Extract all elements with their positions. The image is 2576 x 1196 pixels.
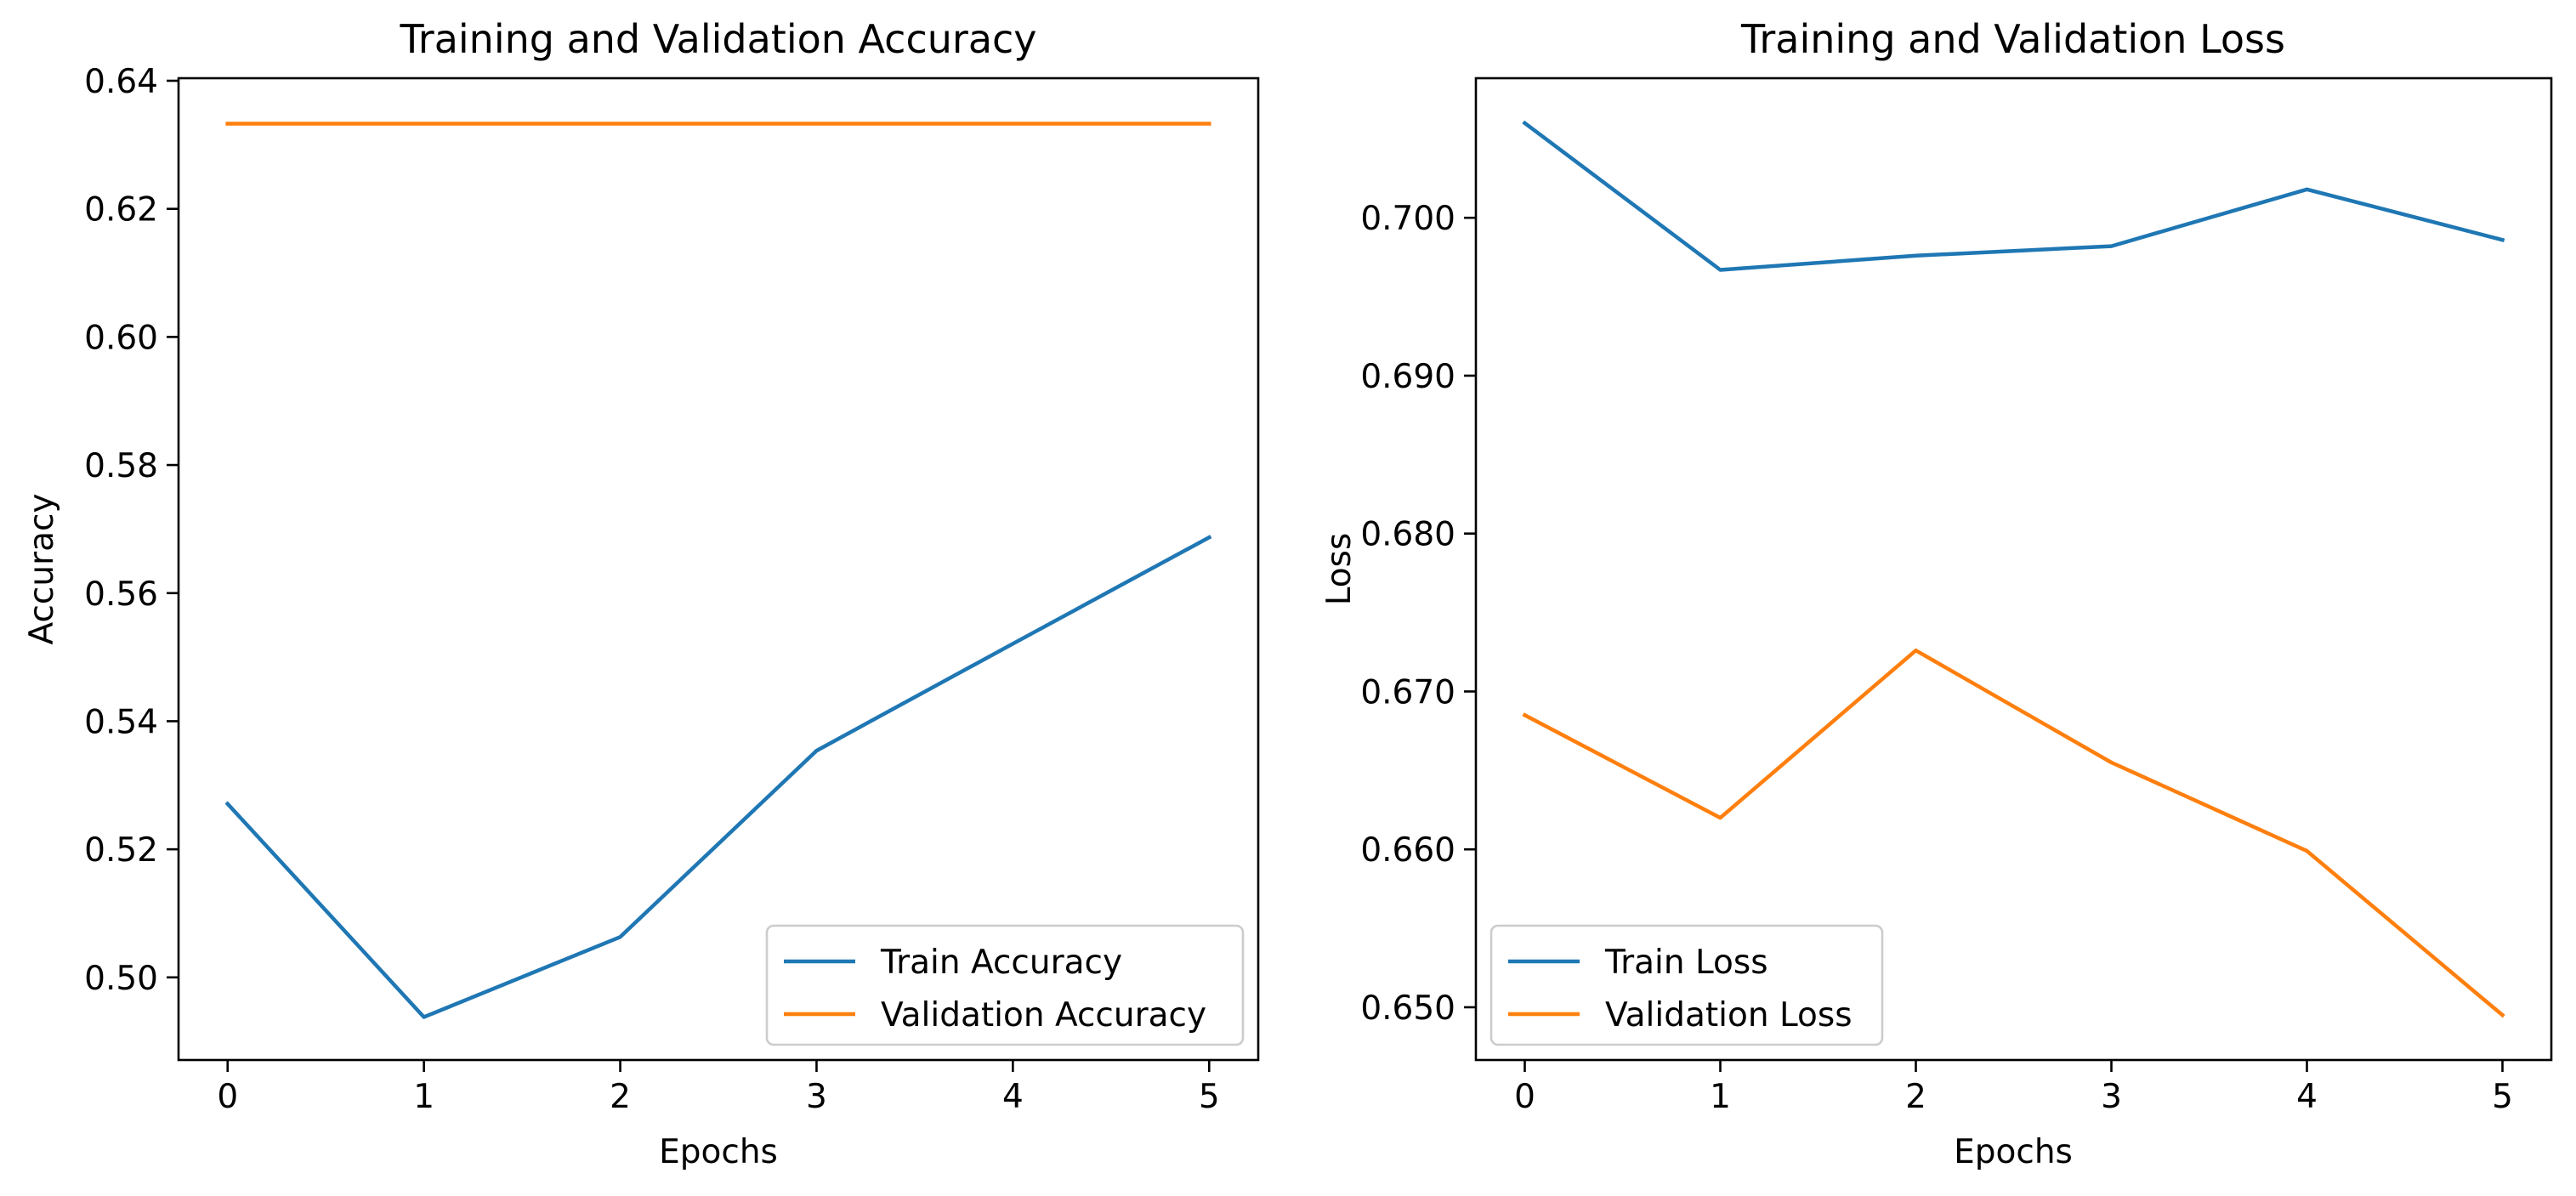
accuracy-y-tick-label: 0.60 — [84, 319, 158, 357]
loss-y-ticks: 0.650 0.660 0.670 0.680 0.690 0.700 — [1360, 200, 1476, 1028]
loss-x-tick-label: 2 — [1905, 1078, 1926, 1116]
loss-legend: Train Loss Validation Loss — [1489, 924, 1884, 1046]
accuracy-chart-title: Training and Validation Accuracy — [399, 16, 1036, 62]
loss-chart: Training and Validation Loss 0 1 2 3 4 5 0.65… — [1320, 16, 2553, 1171]
accuracy-x-ticks: 0 1 2 3 4 5 — [217, 1060, 1220, 1116]
loss-x-axis-label: Epochs — [1954, 1133, 2073, 1171]
loss-legend-label: Validation Loss — [1605, 996, 1853, 1034]
accuracy-x-tick-label: 5 — [1199, 1078, 1220, 1116]
accuracy-legend-label: Train Accuracy — [880, 944, 1122, 982]
loss-x-tick-label: 5 — [2492, 1078, 2513, 1116]
accuracy-x-tick-label: 3 — [806, 1078, 827, 1116]
loss-legend-frame — [1489, 924, 1884, 1046]
loss-series-validation-line — [1522, 648, 2505, 1018]
loss-y-axis-label: Loss — [1320, 533, 1359, 606]
loss-legend-label: Train Loss — [1604, 944, 1768, 982]
loss-series-layer — [1522, 120, 2505, 1018]
accuracy-y-ticks: 0.50 0.52 0.54 0.56 0.58 0.60 0.62 0.64 — [84, 63, 179, 998]
accuracy-y-tick-label: 0.56 — [84, 575, 158, 614]
accuracy-y-tick-label: 0.62 — [84, 191, 158, 230]
loss-x-tick-label: 3 — [2101, 1078, 2122, 1116]
accuracy-legend: Train Accuracy Validation Accuracy — [765, 924, 1245, 1046]
accuracy-legend-label: Validation Accuracy — [881, 996, 1206, 1034]
loss-y-tick-label: 0.660 — [1360, 831, 1455, 870]
accuracy-x-tick-label: 1 — [413, 1078, 434, 1116]
loss-y-tick-label: 0.690 — [1360, 358, 1455, 396]
accuracy-x-tick-label: 2 — [610, 1078, 631, 1116]
loss-plot-frame — [1474, 77, 2553, 1062]
loss-x-tick-label: 4 — [2296, 1078, 2318, 1116]
accuracy-y-axis-label: Accuracy — [23, 493, 61, 644]
loss-x-tick-label: 0 — [1514, 1078, 1535, 1116]
loss-y-tick-label: 0.700 — [1360, 200, 1455, 238]
accuracy-y-tick-label: 0.64 — [84, 63, 158, 101]
loss-y-tick-label: 0.670 — [1360, 673, 1455, 711]
loss-y-tick-label: 0.650 — [1360, 989, 1455, 1028]
accuracy-series-layer — [224, 122, 1212, 1019]
accuracy-y-tick-label: 0.50 — [84, 960, 158, 998]
accuracy-x-tick-label: 0 — [217, 1078, 238, 1116]
accuracy-x-tick-label: 4 — [1002, 1078, 1024, 1116]
accuracy-y-tick-label: 0.54 — [84, 703, 158, 741]
accuracy-series-train-line — [224, 535, 1212, 1019]
loss-x-ticks: 0 1 2 3 4 5 — [1514, 1060, 2513, 1116]
accuracy-legend-frame — [765, 924, 1245, 1046]
loss-series-train-line — [1522, 120, 2505, 272]
loss-y-tick-label: 0.680 — [1360, 516, 1455, 554]
loss-chart-title: Training and Validation Loss — [1740, 16, 2285, 62]
accuracy-y-tick-label: 0.52 — [84, 831, 158, 870]
accuracy-y-tick-label: 0.58 — [84, 447, 158, 485]
loss-x-tick-label: 1 — [1710, 1078, 1731, 1116]
accuracy-x-axis-label: Epochs — [659, 1133, 778, 1171]
accuracy-plot-frame — [177, 77, 1260, 1062]
